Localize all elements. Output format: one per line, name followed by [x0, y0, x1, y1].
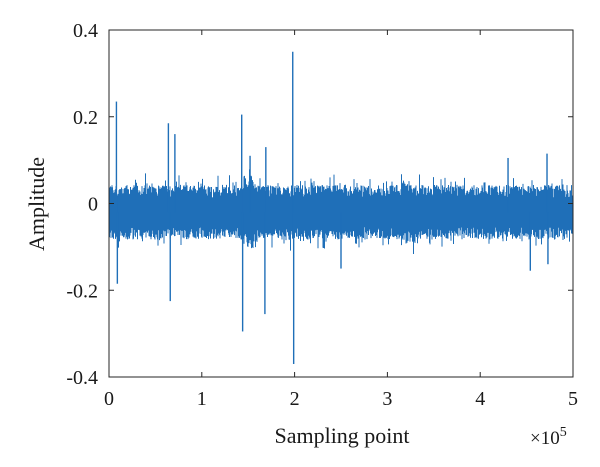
y-tick-label-2: 0 — [88, 194, 98, 216]
x-tick-label-4: 4 — [475, 388, 485, 410]
y-tick-label-1: -0.2 — [66, 280, 98, 302]
x-exponent-label: ×105 — [530, 425, 567, 449]
y-axis-label: Amplitude — [24, 157, 49, 251]
y-tick-label-0: -0.4 — [66, 367, 98, 389]
x-tick-label-1: 1 — [197, 388, 207, 410]
axes: 0 1 2 3 4 5 -0.4 -0.2 0 0.2 0.4 — [66, 20, 578, 410]
y-tick-label-4: 0.4 — [73, 20, 98, 42]
x-exponent-base: ×10 — [530, 428, 560, 449]
y-tick-label-3: 0.2 — [73, 107, 98, 129]
signal-series — [109, 51, 573, 364]
x-tick-label-0: 0 — [104, 388, 114, 410]
x-tick-label-2: 2 — [290, 388, 300, 410]
signal-noise-band — [109, 169, 573, 255]
x-axis-label: Sampling point — [274, 423, 409, 448]
x-exponent-power: 5 — [560, 425, 567, 440]
x-tick-label-3: 3 — [382, 388, 392, 410]
x-tick-label-5: 5 — [568, 388, 578, 410]
